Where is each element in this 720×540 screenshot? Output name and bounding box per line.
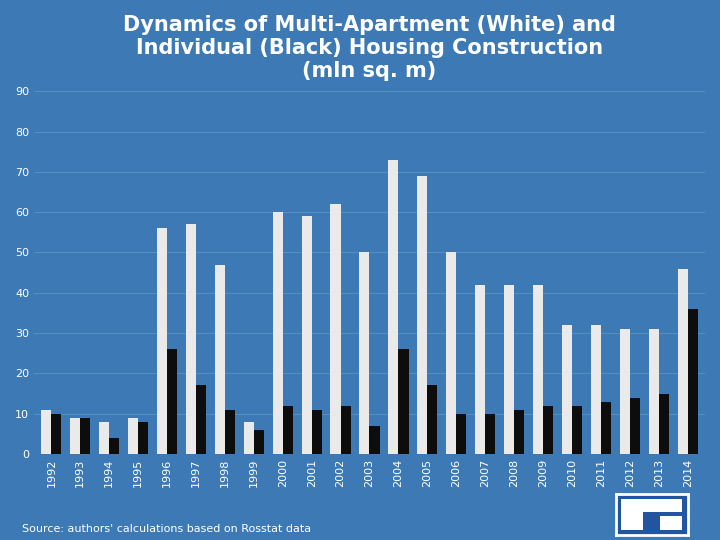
- Bar: [601, 402, 611, 454]
- Text: Source: authors' calculations based on Rosstat data: Source: authors' calculations based on R…: [22, 524, 311, 534]
- Bar: [456, 414, 467, 454]
- Bar: [649, 329, 659, 454]
- Bar: [273, 212, 283, 454]
- Bar: [514, 410, 524, 454]
- Bar: [167, 349, 177, 454]
- Bar: [254, 430, 264, 454]
- Bar: [302, 216, 312, 454]
- Bar: [99, 422, 109, 454]
- Bar: [621, 499, 643, 530]
- Bar: [475, 285, 485, 454]
- Bar: [157, 228, 167, 454]
- Bar: [80, 418, 91, 454]
- Bar: [138, 422, 148, 454]
- Bar: [504, 285, 514, 454]
- Bar: [485, 414, 495, 454]
- Bar: [659, 394, 669, 454]
- Bar: [388, 160, 398, 454]
- Bar: [41, 410, 51, 454]
- Bar: [688, 309, 698, 454]
- Bar: [428, 386, 438, 454]
- Bar: [312, 410, 322, 454]
- Bar: [678, 268, 688, 454]
- Bar: [215, 265, 225, 454]
- Bar: [330, 204, 341, 454]
- Bar: [590, 325, 601, 454]
- Bar: [533, 285, 543, 454]
- Bar: [196, 386, 206, 454]
- Bar: [446, 253, 456, 454]
- Bar: [630, 397, 640, 454]
- Bar: [620, 329, 630, 454]
- Bar: [369, 426, 379, 454]
- Bar: [562, 325, 572, 454]
- Bar: [417, 176, 428, 454]
- Bar: [572, 406, 582, 454]
- Bar: [225, 410, 235, 454]
- Bar: [51, 414, 61, 454]
- Title: Dynamics of Multi-Apartment (White) and
Individual (Black) Housing Construction
: Dynamics of Multi-Apartment (White) and …: [123, 15, 616, 82]
- Bar: [283, 406, 293, 454]
- Bar: [398, 349, 408, 454]
- Bar: [70, 418, 80, 454]
- Bar: [543, 406, 553, 454]
- Bar: [186, 224, 196, 454]
- Bar: [621, 499, 682, 512]
- Bar: [341, 406, 351, 454]
- Bar: [243, 422, 254, 454]
- Bar: [359, 253, 369, 454]
- Bar: [128, 418, 138, 454]
- Bar: [660, 516, 682, 530]
- Bar: [109, 438, 120, 454]
